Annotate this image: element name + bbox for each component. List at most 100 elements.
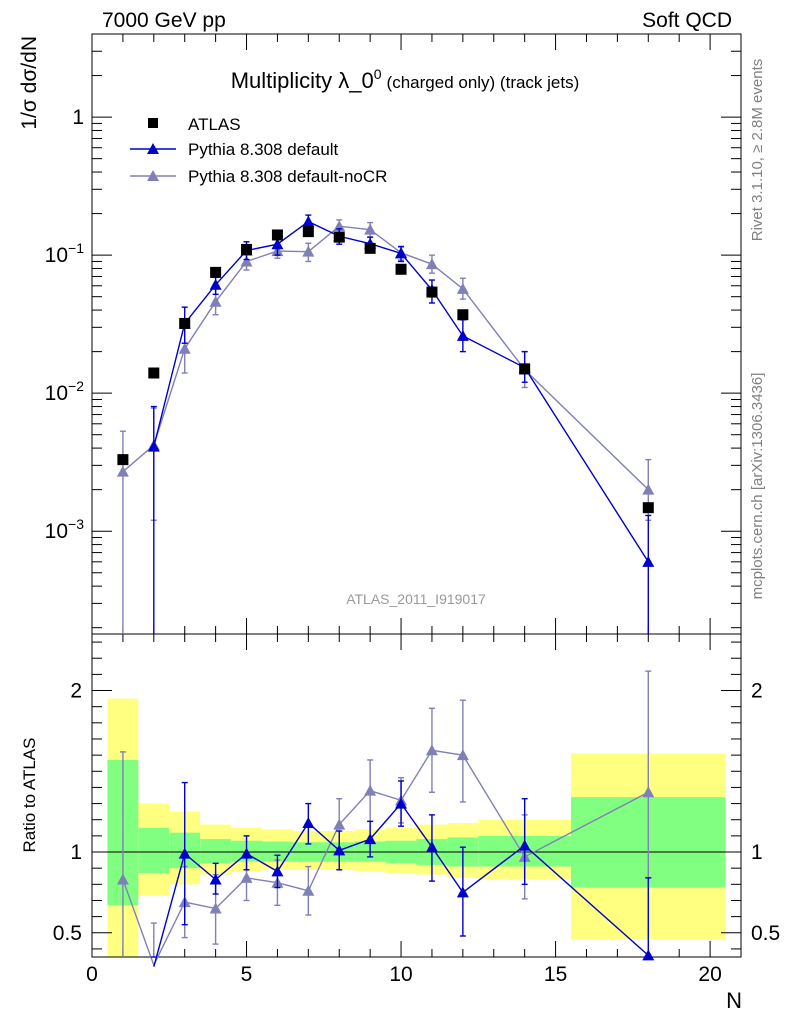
ratio-band-green-3 [200,839,232,864]
main-ytick-label-exp: −2 [68,378,84,394]
ratio-nocr-point [425,744,438,756]
chart-title-suffix: (charged only) (track jets) [387,73,580,92]
ratio-nocr-point [642,786,655,798]
legend-marker-nocr [147,170,159,181]
main-atlas-point [426,286,438,298]
main-default-point [395,247,408,259]
main-atlas-point [148,367,160,379]
x-tick-label-0: 0 [86,963,98,986]
legend-label-nocr: Pythia 8.308 default-noCR [188,167,387,186]
main-ytick-label-exp: −1 [68,240,84,256]
ratio-nocr-point [333,818,346,830]
main-atlas-point [241,243,253,255]
x-tick-label-3: 15 [544,963,567,986]
ratio-default-point [425,841,438,853]
main-panel-marks [116,214,655,634]
main-atlas-point [395,263,407,275]
main-ylabel: 1/σ dσ/dN [18,36,41,130]
main-default-point [271,238,284,250]
main-atlas-point [117,454,129,466]
x-tick-label-1: 5 [241,963,253,986]
main-ytick-label-2: 10−2 [45,378,85,405]
ratio-ytick-label-right-0: 0.5 [751,922,780,945]
ratio-panel-axes: 0.5 0.51 12 20 5 10 15 20 [53,633,780,986]
main-default-point [642,555,655,567]
main-nocr-point [364,223,377,235]
ratio-default-point [518,839,531,851]
ratio-default-point [240,847,253,859]
ratio-default-point [333,844,346,856]
ratio-nocr-point [364,784,377,796]
ratio-frame [91,633,742,958]
main-nocr-line [122,225,649,491]
legend: ATLAS Pythia 8.308 default Pythia 8.308 … [130,115,387,186]
main-ytick-label-base: 10 [45,244,68,267]
main-ytick-label-base: 10 [45,382,68,405]
main-atlas-point [642,502,654,514]
main-atlas-point [364,242,376,254]
x-tick-label-2: 10 [389,963,412,986]
main-nocr-point [456,282,469,294]
main-nocr-point [240,255,253,267]
ratio-default-point [364,833,377,845]
x-tick-label-4: 20 [698,963,721,986]
ratio-default-point [302,816,315,828]
ratio-default-point [209,873,222,885]
main-default-point [302,215,315,227]
ratio-nocr-point [240,871,253,883]
main-nocr-point [209,295,222,307]
chart-title: Multiplicity λ_00 (charged only) (track j… [231,66,580,93]
header-right: Soft QCD [642,9,732,32]
ratio-uncertainty-bands [107,698,726,957]
ratio-ytick-label-1: 1 [70,841,82,864]
ratio-nocr-point [116,873,129,885]
ratio-default-point [271,865,284,877]
chart-title-main: Multiplicity λ_0 [231,68,374,93]
ratio-default-point [395,797,408,809]
main-atlas-point [210,266,222,278]
main-nocr-point [425,258,438,270]
ratio-nocr-line [122,749,649,967]
x-axis-label: N [726,988,742,1013]
legend-marker-default [147,143,159,154]
ratio-ytick-label-2: 2 [70,680,82,703]
ratio-ytick-label-right-2: 2 [751,680,763,703]
main-atlas-point [271,229,283,241]
main-atlas-point [179,317,191,329]
main-nocr-point [178,342,191,354]
main-atlas-point [457,309,469,321]
main-default-point [209,278,222,290]
main-ytick-label-base: 1 [72,106,84,129]
main-nocr-point [116,465,129,477]
main-nocr-point [642,483,655,495]
rivet-label: Rivet 3.1.10, ≥ 2.8M events [749,59,766,242]
legend-marker-atlas [148,118,158,128]
main-ytick-label-3: 10−3 [45,516,85,543]
main-ytick-label-base: 10 [45,520,68,543]
main-atlas-point [519,363,531,375]
ratio-band-green-1 [138,827,170,874]
ratio-nocr-point [302,884,315,896]
ratio-ytick-label-0: 0.5 [53,922,82,945]
main-nocr-point [302,245,315,257]
ratio-default-point [178,847,191,859]
main-ytick-label-exp: −3 [68,516,84,532]
legend-label-default: Pythia 8.308 default [188,140,339,159]
ratio-ytick-label-right-1: 1 [751,841,763,864]
main-default-point [456,329,469,341]
ratio-nocr-point [209,902,222,914]
chart-title-superscript: 0 [374,66,382,82]
main-atlas-point [333,231,345,243]
ratio-nocr-point [456,749,469,761]
ratio-ylabel: Ratio to ATLAS [20,738,39,853]
ratio-default-point [642,949,655,961]
legend-label-atlas: ATLAS [188,115,241,134]
header-left: 7000 GeV pp [102,9,226,32]
main-ytick-label-0: 1 [72,106,84,129]
ratio-default-point [456,886,469,898]
main-panel-axes: 110−110−210−3 [45,33,742,635]
main-default-point [147,440,160,452]
ratio-panel-marks [116,670,655,967]
main-atlas-point [302,226,314,238]
